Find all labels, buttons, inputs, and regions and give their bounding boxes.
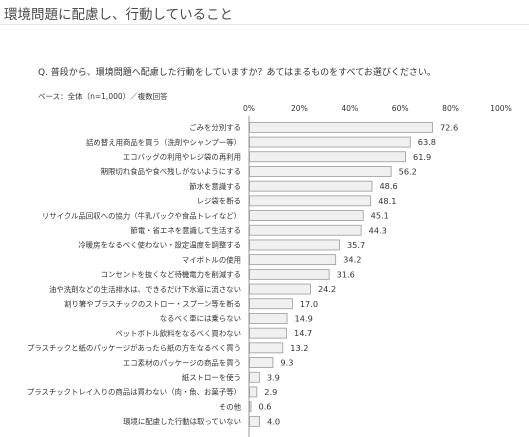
base-note: ベース：全体（n=1,000）／複数回答 bbox=[38, 92, 168, 101]
category-label: なるべく車には乗らない bbox=[160, 314, 241, 323]
value-label: 14.7 bbox=[294, 328, 312, 338]
bar bbox=[249, 180, 373, 192]
bar bbox=[249, 210, 364, 221]
x-tick-label: 40% bbox=[341, 104, 358, 113]
bar bbox=[249, 283, 311, 295]
bar bbox=[249, 268, 330, 280]
category-label: 紙ストローを使う bbox=[182, 373, 241, 382]
category-label: 期限切れ食品や食べ残しがないようにする bbox=[101, 167, 241, 176]
category-label: ごみを分別する bbox=[189, 123, 241, 132]
category-label: 節電・省エネを意識して生活する bbox=[130, 226, 241, 235]
category-label: 節水を意識する bbox=[189, 182, 241, 191]
bar bbox=[249, 401, 252, 413]
bar bbox=[249, 415, 260, 427]
title-bar: 環境問題に配慮し、行動していること bbox=[0, 0, 529, 25]
value-label: 61.9 bbox=[413, 152, 431, 162]
value-label: 34.2 bbox=[343, 255, 361, 265]
value-label: 14.9 bbox=[295, 313, 313, 323]
category-label: コンセントを抜くなど待機電力を削減する bbox=[101, 270, 241, 279]
category-label: リサイクル品回収への協力（牛乳パックや食品トレイなど） bbox=[42, 211, 241, 220]
x-tick-label: 80% bbox=[442, 104, 459, 113]
bar bbox=[249, 386, 258, 398]
category-label: ペットボトル飲料をなるべく買わない bbox=[115, 329, 241, 338]
bar bbox=[249, 136, 411, 148]
bar bbox=[249, 357, 274, 368]
value-label: 48.1 bbox=[378, 196, 396, 206]
value-label: 48.6 bbox=[379, 181, 397, 191]
category-label: マイボトルの使用 bbox=[182, 255, 241, 264]
value-label: 45.1 bbox=[371, 211, 389, 221]
category-label: 油や洗剤などの生活排水は、できるだけ下水道に流さない bbox=[49, 285, 241, 294]
bar bbox=[249, 327, 287, 339]
category-label: エコバッグの利用やレジ袋の再利用 bbox=[123, 152, 241, 161]
bar bbox=[249, 298, 293, 310]
value-label: 72.6 bbox=[440, 122, 458, 132]
value-label: 35.7 bbox=[347, 240, 365, 250]
bar bbox=[249, 151, 406, 163]
value-label: 3.9 bbox=[267, 372, 280, 382]
value-label: 24.2 bbox=[318, 284, 336, 294]
x-tick-label: 60% bbox=[392, 104, 409, 113]
value-label: 2.9 bbox=[264, 387, 277, 397]
value-label: 31.6 bbox=[337, 269, 355, 279]
x-tick-label: 20% bbox=[291, 104, 308, 113]
bar bbox=[249, 239, 340, 251]
value-label: 13.2 bbox=[290, 343, 308, 353]
category-label: 割り箸やプラスチックのストロー・スプーン等を断る bbox=[64, 299, 241, 308]
category-label: 詰め替え用商品を買う（洗剤やシャンプー等） bbox=[86, 138, 241, 147]
bar bbox=[249, 121, 433, 133]
bar bbox=[249, 313, 288, 324]
value-label: 0.6 bbox=[259, 402, 272, 412]
value-label: 17.0 bbox=[300, 299, 318, 309]
x-tick-label: 100% bbox=[490, 104, 512, 113]
page-title: 環境問題に配慮し、行動していること bbox=[4, 7, 234, 23]
bar bbox=[249, 166, 392, 177]
bar bbox=[249, 254, 337, 266]
bar bbox=[249, 195, 372, 207]
category-label: プラスチックと紙のパッケージがあったら紙の方をなるべく買う bbox=[27, 344, 241, 353]
bar bbox=[249, 224, 362, 236]
bar bbox=[249, 371, 260, 383]
category-label: レジ袋を断る bbox=[197, 197, 241, 206]
value-label: 56.2 bbox=[399, 166, 417, 176]
survey-question: Q. 普段から、環境問題へ配慮した行動をしていますか？あてはまるものをすべてお選… bbox=[38, 68, 436, 78]
category-label: エコ素材のパッケージの商品を買う bbox=[123, 358, 241, 367]
value-label: 9.3 bbox=[280, 358, 293, 368]
bar bbox=[249, 342, 284, 354]
category-label: その他 bbox=[219, 402, 242, 411]
x-tick-label: 0% bbox=[243, 104, 255, 113]
value-label: 44.3 bbox=[369, 225, 387, 235]
category-label: 冷暖房をなるべく使わない・設定温度を調整する bbox=[78, 241, 241, 250]
value-label: 63.8 bbox=[418, 137, 436, 147]
value-label: 4.0 bbox=[267, 416, 280, 426]
category-label: プラスチックトレイ入りの商品は買わない（肉・魚、お菓子等） bbox=[27, 388, 241, 397]
category-label: 環境に配慮した行動は取っていない bbox=[123, 417, 241, 426]
